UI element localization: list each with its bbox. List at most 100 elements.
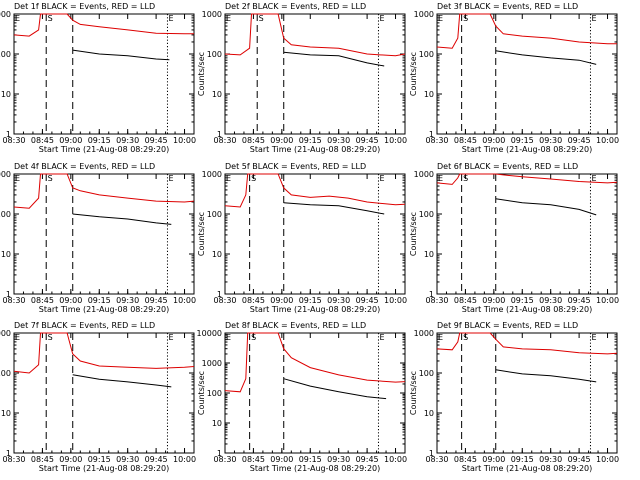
x-tick-label: 08:45 xyxy=(31,136,54,145)
x-tick-label: 09:00 xyxy=(482,136,505,145)
y-tick-label: 100 xyxy=(207,50,222,59)
x-tick-label: 09:30 xyxy=(539,136,562,145)
x-axis-label: Start Time (21-Aug-08 08:29:20) xyxy=(39,305,170,314)
y-tick-label: 1000 xyxy=(202,10,222,19)
plot-panel: Det 1f BLACK = Events, RED = LLD 1 10 100 10… xyxy=(0,2,196,154)
lld-series-line xyxy=(224,173,406,208)
plot-frame xyxy=(13,332,195,454)
start-marker-label: E xyxy=(15,174,20,183)
x-tick-label: 09:00 xyxy=(59,296,82,305)
saa-marker-label: S xyxy=(463,333,468,342)
plot-title: Det 9f BLACK = Events, RED = LLD xyxy=(437,321,578,330)
y-tick-label: 100 xyxy=(207,389,222,398)
x-tick-label: 09:30 xyxy=(539,296,562,305)
x-tick-label: 08:30 xyxy=(425,136,448,145)
lld-series-line xyxy=(13,13,194,37)
lld-series-line xyxy=(224,13,406,57)
y-tick-label: 1000 xyxy=(414,170,434,179)
x-tick-label: 08:45 xyxy=(31,296,54,305)
y-tick-label: 10 xyxy=(212,419,222,428)
y-tick-label: 1000 xyxy=(414,10,434,19)
x-tick-label: 08:45 xyxy=(454,296,477,305)
lld-series-line xyxy=(436,13,617,49)
x-axis-label: Start Time (21-Aug-08 08:29:20) xyxy=(250,145,381,154)
lld-series-line xyxy=(436,173,618,185)
plot-frame xyxy=(224,173,406,295)
x-axis-label: Start Time (21-Aug-08 08:29:20) xyxy=(39,145,170,154)
end-marker-label: E xyxy=(591,14,596,23)
events-series-line xyxy=(72,374,172,388)
y-tick-label: 1 xyxy=(6,449,11,458)
x-tick-label: 09:00 xyxy=(270,455,293,464)
plot-title: Det 7f BLACK = Events, RED = LLD xyxy=(14,321,155,330)
plot-panel: Det 3f BLACK = Events, RED = LLD 1 10 100 10… xyxy=(409,2,619,154)
x-tick-label: 09:45 xyxy=(145,296,168,305)
x-axis-label: Start Time (21-Aug-08 08:29:20) xyxy=(250,305,381,314)
x-tick-label: 09:45 xyxy=(145,455,168,464)
y-axis-label: Counts/sec xyxy=(409,52,418,96)
events-series-line xyxy=(283,51,385,67)
y-tick-label: 100 xyxy=(0,50,11,59)
y-tick-label: 1000 xyxy=(0,10,11,19)
saa-marker-label: S xyxy=(48,333,53,342)
x-axis-label: Start Time (21-Aug-08 08:29:20) xyxy=(462,145,593,154)
events-series-line xyxy=(283,202,385,215)
saa-marker-label: S xyxy=(48,174,53,183)
saa-marker-label: S xyxy=(463,14,468,23)
x-tick-label: 09:45 xyxy=(568,136,591,145)
x-tick-label: 09:00 xyxy=(482,455,505,464)
y-tick-label: 1 xyxy=(429,290,434,299)
events-series-line xyxy=(495,198,597,216)
x-axis-label: Start Time (21-Aug-08 08:29:20) xyxy=(39,464,170,473)
y-tick-label: 10 xyxy=(424,250,434,259)
x-tick-label: 08:30 xyxy=(2,455,25,464)
x-tick-label: 09:30 xyxy=(327,455,350,464)
x-tick-label: 10:00 xyxy=(596,296,619,305)
saa-marker-label: S xyxy=(259,14,264,23)
x-tick-label: 08:30 xyxy=(213,455,236,464)
x-tick-label: 09:00 xyxy=(482,296,505,305)
lld-series-line xyxy=(13,332,195,374)
y-tick-label: 1 xyxy=(217,290,222,299)
x-axis-label: Start Time (21-Aug-08 08:29:20) xyxy=(462,464,593,473)
x-tick-label: 09:30 xyxy=(116,296,139,305)
x-tick-label: 09:45 xyxy=(356,136,379,145)
start-marker-label: E xyxy=(15,333,20,342)
x-tick-label: 09:15 xyxy=(299,296,322,305)
plot-frame xyxy=(436,173,618,295)
end-marker-label: E xyxy=(379,174,384,183)
plot-panel: Det 8f BLACK = Events, RED = LLD 1 10 100 10… xyxy=(197,321,408,473)
y-axis-label: Counts/sec xyxy=(197,212,206,256)
y-tick-label: 1 xyxy=(429,449,434,458)
x-tick-label: 10:00 xyxy=(173,455,196,464)
y-tick-label: 10 xyxy=(1,409,11,418)
x-tick-label: 09:45 xyxy=(356,455,379,464)
y-axis-label: Counts/sec xyxy=(197,371,206,415)
lld-series-line xyxy=(224,332,406,393)
plot-title: Det 3f BLACK = Events, RED = LLD xyxy=(437,2,578,11)
y-tick-label: 10 xyxy=(424,90,434,99)
x-tick-label: 08:30 xyxy=(425,455,448,464)
x-tick-label: 08:45 xyxy=(31,455,54,464)
x-tick-label: 09:00 xyxy=(59,136,82,145)
x-tick-label: 09:30 xyxy=(116,455,139,464)
events-series-line xyxy=(495,369,597,383)
y-tick-label: 10 xyxy=(212,90,222,99)
plot-frame xyxy=(224,13,406,135)
events-series-line xyxy=(72,213,172,225)
lld-series-line xyxy=(13,173,195,209)
start-marker-label: E xyxy=(226,174,231,183)
x-tick-label: 09:00 xyxy=(59,455,82,464)
x-tick-label: 08:45 xyxy=(454,136,477,145)
end-marker-label: E xyxy=(591,333,596,342)
plot-frame xyxy=(436,13,618,135)
saa-marker-label: S xyxy=(48,14,53,23)
y-tick-label: 100 xyxy=(419,369,434,378)
plot-title: Det 5f BLACK = Events, RED = LLD xyxy=(225,162,366,171)
y-tick-label: 1 xyxy=(6,130,11,139)
plot-title: Det 8f BLACK = Events, RED = LLD xyxy=(225,321,366,330)
plot-frame xyxy=(13,173,195,295)
y-tick-label: 10 xyxy=(1,250,11,259)
x-tick-label: 10:00 xyxy=(596,136,619,145)
x-tick-label: 09:30 xyxy=(327,296,350,305)
